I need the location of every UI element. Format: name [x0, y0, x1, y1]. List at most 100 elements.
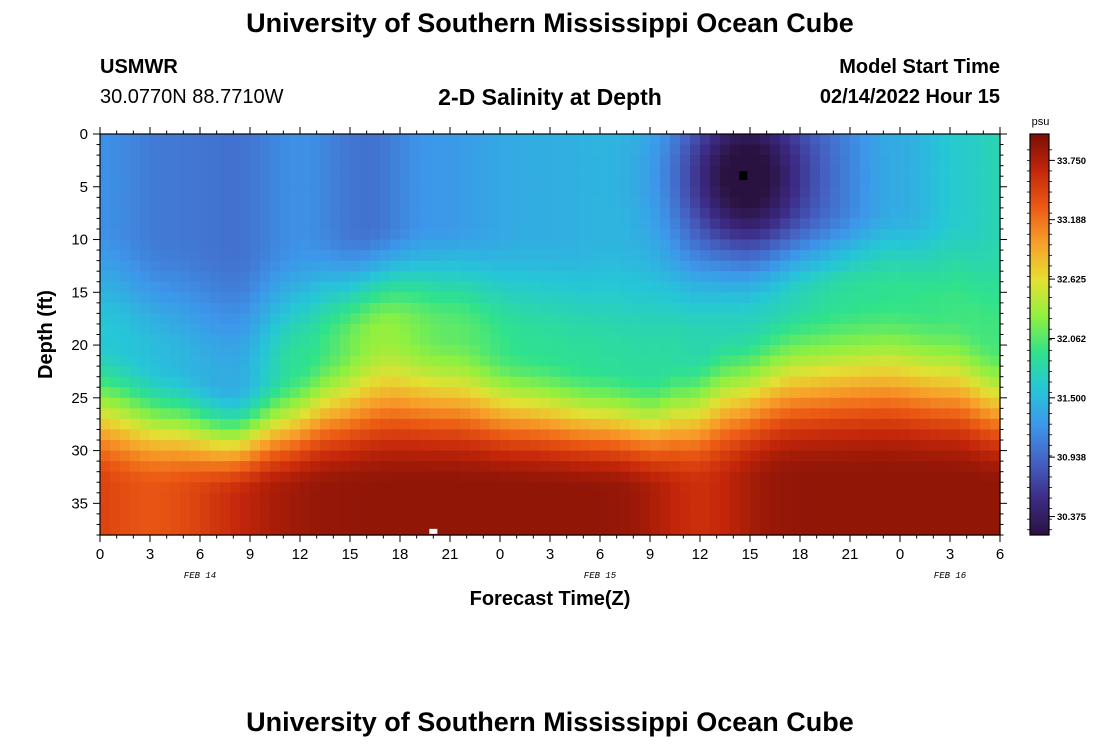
heatmap-cell: [990, 513, 1001, 526]
heatmap-cell: [510, 376, 521, 388]
heatmap-cell: [140, 376, 151, 388]
heatmap-cell: [140, 334, 151, 346]
heatmap-cell: [800, 186, 811, 198]
heatmap-cell: [550, 292, 561, 304]
heatmap-cell: [180, 207, 191, 220]
heatmap-cell: [250, 176, 261, 188]
heatmap-cell: [440, 482, 451, 494]
heatmap-cell: [340, 461, 351, 473]
heatmap-cell: [760, 302, 771, 314]
heatmap-cell: [160, 334, 171, 346]
heatmap-cell: [810, 165, 821, 177]
heatmap-cell: [200, 471, 211, 483]
heatmap-cell: [570, 176, 581, 188]
heatmap-cell: [600, 524, 611, 536]
heatmap-cell: [790, 482, 801, 494]
heatmap-cell: [110, 429, 121, 441]
heatmap-cell: [370, 186, 381, 198]
heatmap-cell: [200, 482, 211, 494]
heatmap-cell: [960, 197, 971, 209]
heatmap-cell: [400, 197, 411, 209]
x-axis-title: Forecast Time(Z): [470, 588, 631, 610]
heatmap-cell: [830, 524, 841, 536]
heatmap-cell: [970, 144, 981, 156]
heatmap-cell: [570, 429, 581, 441]
heatmap-cell: [340, 228, 351, 241]
heatmap-cell: [450, 292, 461, 304]
heatmap-cell: [490, 165, 501, 177]
heatmap-cell: [790, 228, 801, 241]
heatmap-cell: [570, 355, 581, 367]
heatmap-cell: [720, 134, 731, 146]
heatmap-cell: [230, 450, 241, 462]
heatmap-cell: [180, 524, 191, 536]
heatmap-cell: [380, 440, 391, 452]
heatmap-cell: [420, 513, 431, 526]
heatmap-cell: [100, 239, 111, 251]
heatmap-cell: [760, 355, 771, 367]
heatmap-cell: [750, 524, 761, 536]
heatmap-cell: [150, 323, 161, 336]
heatmap-cell: [900, 345, 911, 357]
heatmap-cell: [590, 492, 601, 504]
heatmap-cell: [670, 471, 681, 483]
heatmap-cell: [730, 440, 741, 452]
heatmap-cell: [810, 313, 821, 325]
heatmap-cell: [460, 387, 471, 399]
heatmap-cell: [850, 429, 861, 441]
station-coordinates: 30.0770N 88.7710W: [100, 86, 284, 108]
heatmap-cell: [310, 440, 321, 452]
heatmap-cell: [270, 440, 281, 452]
heatmap-cell: [850, 418, 861, 431]
heatmap-cell: [970, 482, 981, 494]
heatmap-cell: [530, 260, 541, 272]
heatmap-cell: [640, 429, 651, 441]
heatmap-cell: [360, 271, 371, 283]
heatmap-cell: [570, 165, 581, 177]
heatmap-cell: [190, 271, 201, 283]
heatmap-cell: [770, 250, 781, 262]
heatmap-cell: [600, 461, 611, 473]
heatmap-cell: [170, 228, 181, 241]
heatmap-cell: [190, 197, 201, 209]
heatmap-cell: [680, 144, 691, 156]
heatmap-cell: [250, 503, 261, 515]
heatmap-cell: [310, 313, 321, 325]
heatmap-cell: [940, 207, 951, 220]
heatmap-cell: [100, 503, 111, 515]
heatmap-cell: [540, 429, 551, 441]
heatmap-cell: [620, 176, 631, 188]
heatmap-cell: [550, 218, 561, 230]
heatmap-cell: [350, 345, 361, 357]
heatmap-cell: [780, 334, 791, 346]
heatmap-cell: [440, 197, 451, 209]
heatmap-cell: [550, 260, 561, 272]
heatmap-cell: [540, 176, 551, 188]
heatmap-cell: [100, 355, 111, 367]
heatmap-cell: [160, 239, 171, 251]
heatmap-cell: [280, 134, 291, 146]
heatmap-cell: [990, 334, 1001, 346]
heatmap-cell: [520, 345, 531, 357]
heatmap-cell: [970, 176, 981, 188]
heatmap-cell: [250, 281, 261, 293]
heatmap-cell: [870, 239, 881, 251]
heatmap-cell: [480, 345, 491, 357]
heatmap-cell: [510, 228, 521, 241]
heatmap-cell: [590, 313, 601, 325]
heatmap-cell: [140, 355, 151, 367]
heatmap-cell: [440, 218, 451, 230]
colorbar-tick-label: 32.625: [1057, 275, 1087, 286]
heatmap-cell: [990, 134, 1001, 146]
heatmap-cell: [970, 408, 981, 420]
heatmap-cell: [510, 292, 521, 304]
heatmap-cell: [490, 450, 501, 462]
heatmap-cell: [490, 334, 501, 346]
heatmap-cell: [370, 492, 381, 504]
heatmap-cell: [340, 281, 351, 293]
heatmap-cell: [240, 228, 251, 241]
heatmap-cell: [800, 239, 811, 251]
heatmap-cell: [140, 492, 151, 504]
heatmap-cell: [790, 376, 801, 388]
heatmap-cell: [140, 345, 151, 357]
